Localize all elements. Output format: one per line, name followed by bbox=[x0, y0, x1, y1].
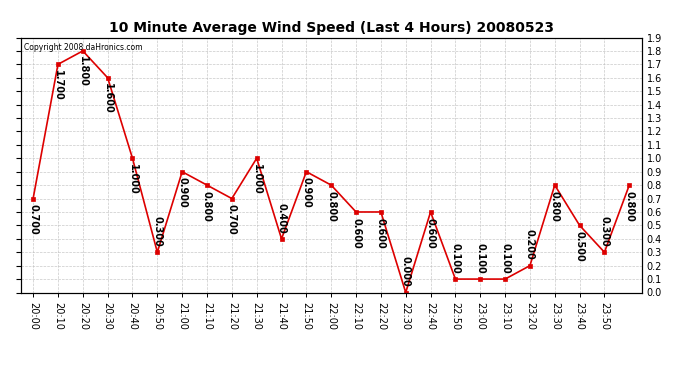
Text: 0.700: 0.700 bbox=[28, 204, 38, 235]
Text: 0.200: 0.200 bbox=[525, 230, 535, 260]
Text: 1.000: 1.000 bbox=[252, 164, 262, 195]
Text: 0.900: 0.900 bbox=[177, 177, 187, 208]
Text: 0.600: 0.600 bbox=[351, 217, 361, 248]
Text: 1.700: 1.700 bbox=[53, 70, 63, 100]
Text: 0.800: 0.800 bbox=[550, 190, 560, 222]
Text: 0.400: 0.400 bbox=[277, 202, 286, 233]
Text: 0.300: 0.300 bbox=[152, 216, 162, 247]
Text: 0.500: 0.500 bbox=[575, 231, 584, 262]
Text: 0.100: 0.100 bbox=[500, 243, 510, 273]
Text: 0.600: 0.600 bbox=[376, 217, 386, 248]
Title: 10 Minute Average Wind Speed (Last 4 Hours) 20080523: 10 Minute Average Wind Speed (Last 4 Hou… bbox=[109, 21, 553, 35]
Text: 0.800: 0.800 bbox=[202, 190, 212, 222]
Text: 0.000: 0.000 bbox=[401, 256, 411, 287]
Text: 0.600: 0.600 bbox=[426, 217, 435, 248]
Text: 1.600: 1.600 bbox=[103, 83, 112, 114]
Text: 0.100: 0.100 bbox=[451, 243, 460, 273]
Text: 0.900: 0.900 bbox=[302, 177, 311, 208]
Text: 1.000: 1.000 bbox=[128, 164, 137, 195]
Text: Copyright 2008 daHronics.com: Copyright 2008 daHronics.com bbox=[23, 43, 142, 52]
Text: 0.300: 0.300 bbox=[600, 216, 609, 247]
Text: 1.800: 1.800 bbox=[78, 57, 88, 87]
Text: 0.100: 0.100 bbox=[475, 243, 485, 273]
Text: 0.800: 0.800 bbox=[624, 190, 634, 222]
Text: 0.800: 0.800 bbox=[326, 190, 336, 222]
Text: 0.700: 0.700 bbox=[227, 204, 237, 235]
